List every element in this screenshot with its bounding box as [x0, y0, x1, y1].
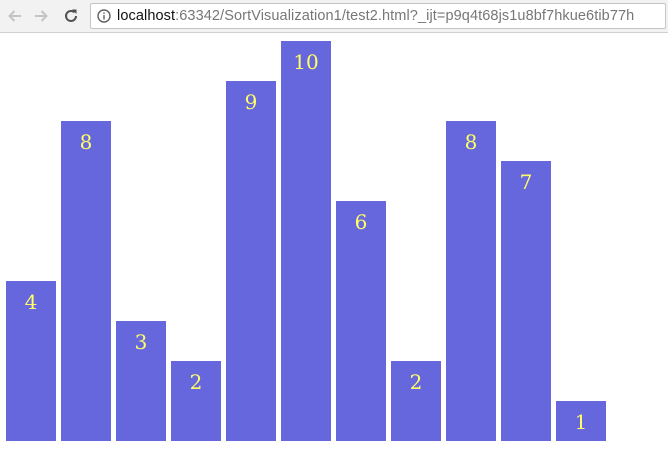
bar-label-3: 3: [135, 330, 148, 354]
bar-3: [116, 321, 166, 441]
bar-label-9: 8: [465, 130, 478, 154]
bar-label-4: 2: [190, 370, 203, 394]
browser-toolbar: localhost:63342/SortVisualization1/test2…: [0, 0, 668, 33]
arrow-left-icon: [8, 10, 21, 22]
reload-button[interactable]: [60, 5, 82, 27]
arrow-right-icon: [35, 10, 48, 22]
bar-label-5: 9: [245, 90, 258, 114]
bar-label-6: 10: [293, 50, 318, 74]
page-viewport: 4 8 3 2 9 10 6 2 8 7 1: [0, 33, 668, 463]
bar-label-10: 7: [520, 170, 533, 194]
bar-label-1: 4: [25, 290, 38, 314]
bar-6: [281, 41, 331, 441]
bar-10: [501, 161, 551, 441]
bar-4: [171, 361, 221, 441]
url-host: localhost: [117, 8, 176, 24]
bar-5: [226, 81, 276, 441]
bar-9: [446, 121, 496, 441]
bar-label-7: 6: [355, 210, 368, 234]
sort-bar-chart: 4 8 3 2 9 10 6 2 8 7 1: [6, 41, 606, 441]
url-text[interactable]: localhost:63342/SortVisualization1/test2…: [117, 4, 634, 28]
bar-label-8: 2: [410, 370, 423, 394]
reload-icon: [65, 9, 77, 22]
back-button[interactable]: [4, 5, 26, 27]
bar-11: [556, 401, 606, 441]
bar-1: [6, 281, 56, 441]
bar-8: [391, 361, 441, 441]
bar-label-2: 8: [80, 130, 93, 154]
bar-label-11: 1: [575, 410, 588, 434]
info-circle-icon[interactable]: [97, 9, 111, 23]
bar-7: [336, 201, 386, 441]
address-bar[interactable]: localhost:63342/SortVisualization1/test2…: [90, 3, 666, 29]
url-path: :63342/SortVisualization1/test2.html?_ij…: [175, 8, 635, 24]
forward-button[interactable]: [30, 5, 52, 27]
bar-2: [61, 121, 111, 441]
